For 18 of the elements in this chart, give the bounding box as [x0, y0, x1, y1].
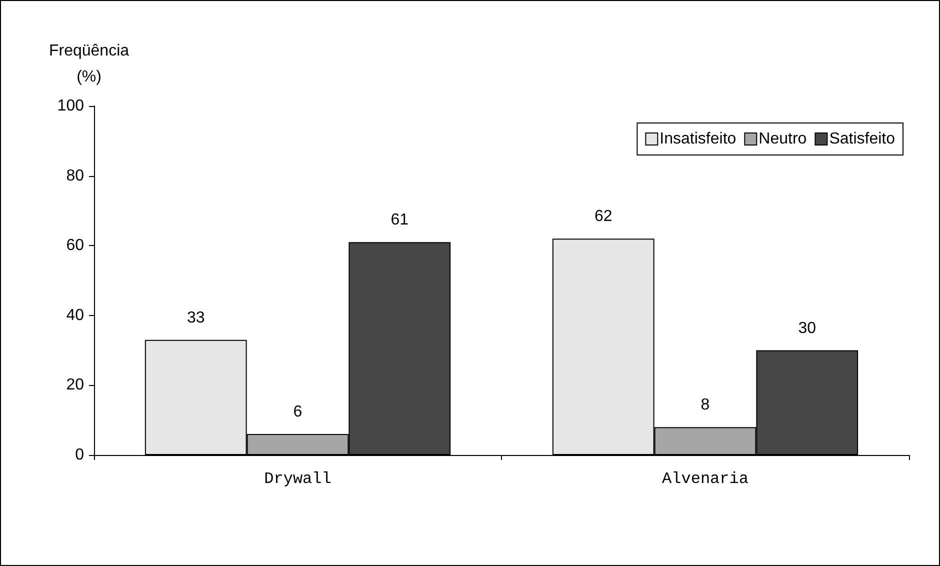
legend-label: Insatisfeito: [660, 130, 736, 148]
y-tick-label: 20: [66, 376, 84, 394]
x-tick-label: Drywall: [264, 470, 332, 488]
data-label: 33: [186, 309, 205, 326]
x-tick-label: Alvenaria: [662, 470, 749, 488]
y-axis-title: Freqüência (%): [48, 42, 130, 86]
legend-label: Satisfeito: [829, 130, 896, 148]
y-tick-label: 0: [75, 446, 84, 464]
data-label: 8: [700, 396, 710, 414]
data-label: 61: [390, 212, 409, 229]
y-tick-label: 40: [66, 306, 84, 324]
y-tick-label: 80: [66, 167, 84, 184]
data-label: 62: [594, 208, 612, 226]
y-tick-label: 60: [66, 237, 84, 254]
data-label: 6: [293, 404, 302, 421]
y-tick-label: 100: [57, 98, 84, 114]
data-label: 30: [798, 320, 816, 337]
legend-label: Neutro: [758, 130, 807, 148]
